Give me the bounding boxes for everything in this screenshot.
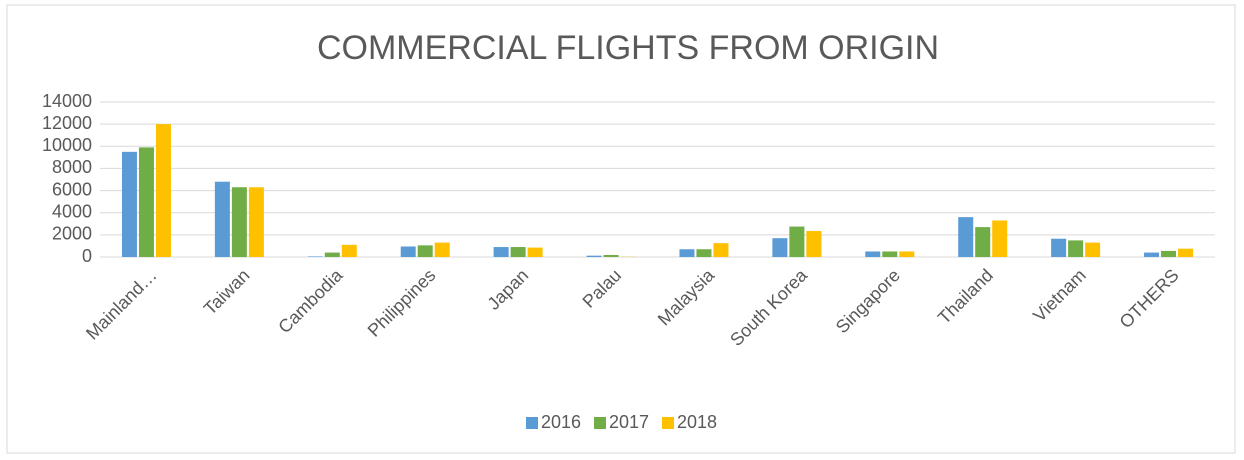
bar: [248, 187, 264, 257]
bar: [417, 245, 433, 257]
bar: [214, 181, 230, 257]
bar: [138, 147, 154, 257]
legend-label: 2016: [541, 412, 581, 432]
bar: [789, 226, 805, 257]
bar: [510, 247, 526, 257]
y-tick-label: 6000: [52, 179, 92, 199]
bar: [324, 252, 340, 257]
bar: [493, 247, 509, 257]
bar: [231, 187, 247, 257]
bar: [679, 249, 695, 257]
bar: [958, 217, 974, 257]
bar: [772, 238, 788, 257]
y-tick-label: 2000: [52, 224, 92, 244]
bar: [975, 227, 991, 257]
y-tick-label: 10000: [42, 135, 92, 155]
bar: [121, 151, 137, 257]
legend-label: 2018: [677, 412, 717, 432]
y-tick-label: 8000: [52, 157, 92, 177]
bar: [155, 124, 171, 258]
y-tick-label: 14000: [42, 91, 92, 111]
bar: [713, 243, 729, 257]
bar: [1051, 238, 1067, 257]
bar: [527, 247, 543, 257]
bar: [307, 256, 323, 257]
y-tick-label: 0: [82, 246, 92, 266]
bar: [1068, 240, 1084, 257]
bar: [1161, 250, 1177, 257]
legend-swatch: [526, 417, 538, 429]
bar: [1178, 248, 1194, 257]
legend-swatch: [662, 417, 674, 429]
chart-border: [6, 4, 1236, 454]
bar: [586, 255, 602, 257]
y-tick-label: 4000: [52, 201, 92, 221]
bar: [696, 249, 712, 257]
legend-swatch: [594, 417, 606, 429]
bar: [882, 251, 898, 257]
bar: [992, 220, 1008, 257]
bar: [400, 246, 416, 257]
bar: [899, 251, 915, 257]
bar: [806, 230, 822, 257]
bar: [865, 251, 881, 257]
bar: [434, 242, 450, 257]
bar: [1085, 242, 1101, 257]
bar: [603, 255, 619, 257]
bar: [1144, 252, 1160, 257]
chart-title: COMMERCIAL FLIGHTS FROM ORIGIN: [317, 29, 939, 67]
legend-label: 2017: [609, 412, 649, 432]
bar: [341, 244, 357, 257]
y-tick-label: 12000: [42, 113, 92, 133]
